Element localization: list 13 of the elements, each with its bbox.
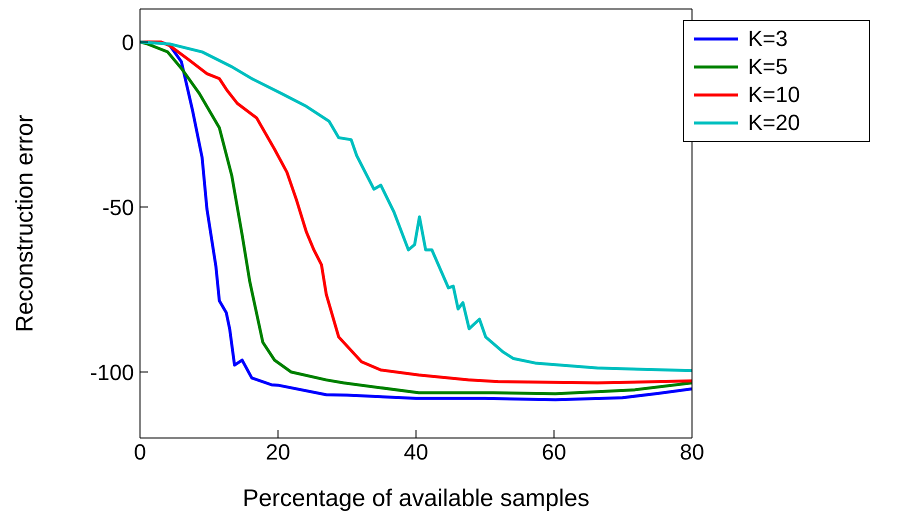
x-tick-label: 40 [404, 440, 428, 465]
x-tick-label: 20 [266, 440, 290, 465]
legend-label: K=20 [748, 110, 800, 136]
y-tick-label: -50 [102, 194, 134, 220]
x-tick-label: 80 [680, 440, 704, 465]
y-axis-title: Reconstruction error [12, 114, 39, 332]
legend-label: K=5 [748, 54, 788, 80]
x-tick-label: 60 [542, 440, 566, 465]
legend-label: K=10 [748, 82, 800, 108]
y-tick-label: -100 [90, 360, 134, 385]
legend-label: K=3 [748, 26, 788, 52]
y-tick-label: 0 [122, 30, 134, 55]
x-axis-title: Percentage of available samples [242, 485, 590, 512]
